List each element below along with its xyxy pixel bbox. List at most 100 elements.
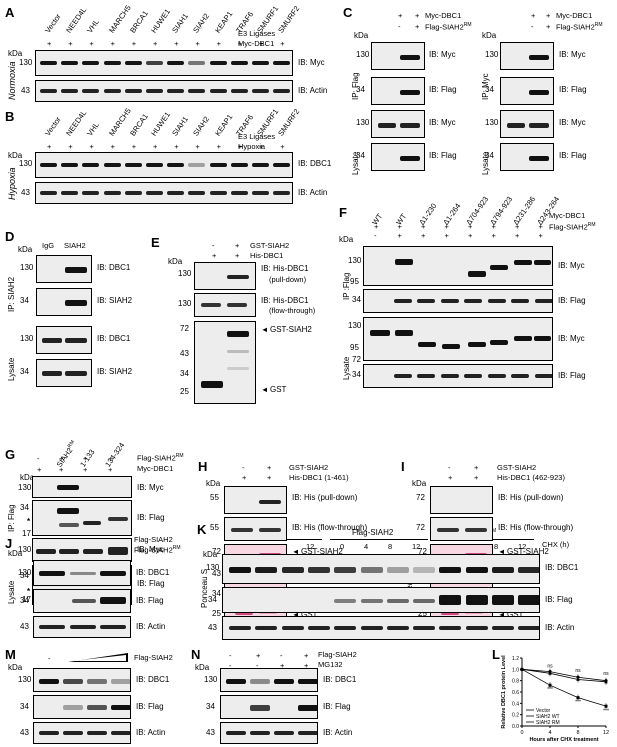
band [413, 626, 436, 630]
band [229, 626, 251, 630]
dbc1-band [273, 163, 291, 167]
band [507, 123, 525, 128]
f-sign-flag: + [515, 231, 520, 240]
mw-130: 130 [18, 675, 32, 684]
k-time: 12 [412, 542, 421, 551]
actin-band [82, 191, 100, 195]
panel-label-h: H [198, 459, 208, 474]
series-line-1 [521, 668, 607, 707]
band [490, 265, 508, 270]
c-sign: - [398, 22, 401, 31]
band [100, 571, 126, 576]
c-blot-left [371, 42, 425, 70]
mw-130: 130 [20, 263, 34, 272]
d-siah2: SIAH2 [64, 241, 86, 250]
band [393, 374, 412, 378]
g-myc-dbc1: Myc-DBC1 [137, 464, 174, 473]
i-arrow1: ◄ [498, 547, 506, 556]
c-blot-right [500, 110, 554, 138]
x-tick-label: 0 [520, 730, 523, 736]
myc-band [124, 61, 142, 65]
e-gst-label: GST [270, 385, 287, 394]
panel-label-k: K [197, 522, 207, 537]
actin-band [188, 191, 206, 195]
mw-130: 130 [178, 269, 192, 278]
annotation: *** [603, 708, 609, 714]
n-ib3: IB: Actin [323, 728, 353, 737]
f-myc-dbc1: Myc-DBC1 [549, 211, 586, 220]
band [63, 679, 83, 684]
mw-43: 43 [208, 623, 217, 632]
n-ib2: IB: Flag [323, 702, 351, 711]
mw-130: 130 [348, 256, 362, 265]
myc-sign: + [216, 39, 221, 48]
band [65, 371, 87, 376]
band [250, 731, 270, 735]
k-time: 12 [306, 542, 315, 551]
y-tick-label: 1.0 [512, 667, 519, 673]
myc-dbc1-label: Myc-DBC1 [238, 39, 275, 48]
e-sign2: + [235, 241, 240, 250]
kda-label-h: kDa [206, 479, 221, 488]
band [518, 626, 539, 630]
band [400, 123, 420, 128]
k-time: 8 [388, 542, 393, 551]
band [87, 705, 107, 710]
e3-label: E3 Ligases [238, 29, 276, 38]
n-s5: - [229, 661, 232, 670]
mw-72: 72 [418, 547, 427, 556]
band [386, 567, 409, 573]
n-mg132: MG132 [318, 660, 343, 669]
x-axis-label: Hours after CHX treatment [529, 737, 598, 743]
ligase-label: SMURF2 [276, 4, 302, 35]
band [360, 626, 383, 630]
mw-130: 130 [206, 563, 220, 572]
dbc1-band [103, 163, 121, 167]
j-blot-actin [33, 616, 131, 638]
actin-band [61, 191, 79, 195]
k-time: 12 [518, 542, 527, 551]
i-sign3: + [448, 473, 453, 482]
e-sign1: - [212, 241, 215, 250]
band [72, 599, 96, 603]
annotation: ns [547, 663, 553, 669]
myc-sign: + [89, 39, 94, 48]
n-s4: + [304, 651, 309, 660]
k-time: 8 [494, 542, 499, 551]
band [259, 500, 281, 504]
band [465, 528, 487, 532]
actin-band [40, 191, 57, 195]
band [492, 595, 514, 605]
d-blot [36, 326, 92, 354]
band [227, 303, 247, 307]
band [529, 90, 549, 95]
g-sign-flag: + [59, 454, 64, 463]
myc-sign: + [68, 39, 73, 48]
m-ib1: IB: DBC1 [136, 675, 170, 684]
band [534, 260, 551, 265]
i-sign2: + [474, 463, 479, 472]
f-sign-flag: + [444, 231, 449, 240]
band [259, 528, 281, 532]
mw-25: 25 [180, 387, 189, 396]
mw-130: 130 [178, 299, 192, 308]
dbc1-band [209, 163, 227, 167]
e-sign4: + [235, 251, 240, 260]
band [492, 567, 514, 573]
band [36, 549, 56, 554]
mw-34: 34 [20, 367, 29, 376]
panel-label-l: L [492, 647, 500, 662]
kda-label-f: kDa [339, 235, 354, 244]
i-gst: GST [507, 610, 524, 619]
myc-sign: + [237, 39, 243, 48]
band [370, 330, 390, 336]
mw-72: 72 [352, 355, 361, 364]
ligase-label: KEAP1 [212, 112, 235, 138]
j-flag-siah2rm: Flag-SIAH2RM [134, 545, 181, 555]
k-group: Flag-SIAH2 [352, 528, 394, 537]
d-ib: IB: DBC1 [97, 263, 131, 272]
actin-band [146, 191, 163, 195]
kda-label-j: kDa [8, 549, 23, 558]
panel-label-i: I [401, 459, 405, 474]
mw-25: 25 [212, 609, 221, 618]
